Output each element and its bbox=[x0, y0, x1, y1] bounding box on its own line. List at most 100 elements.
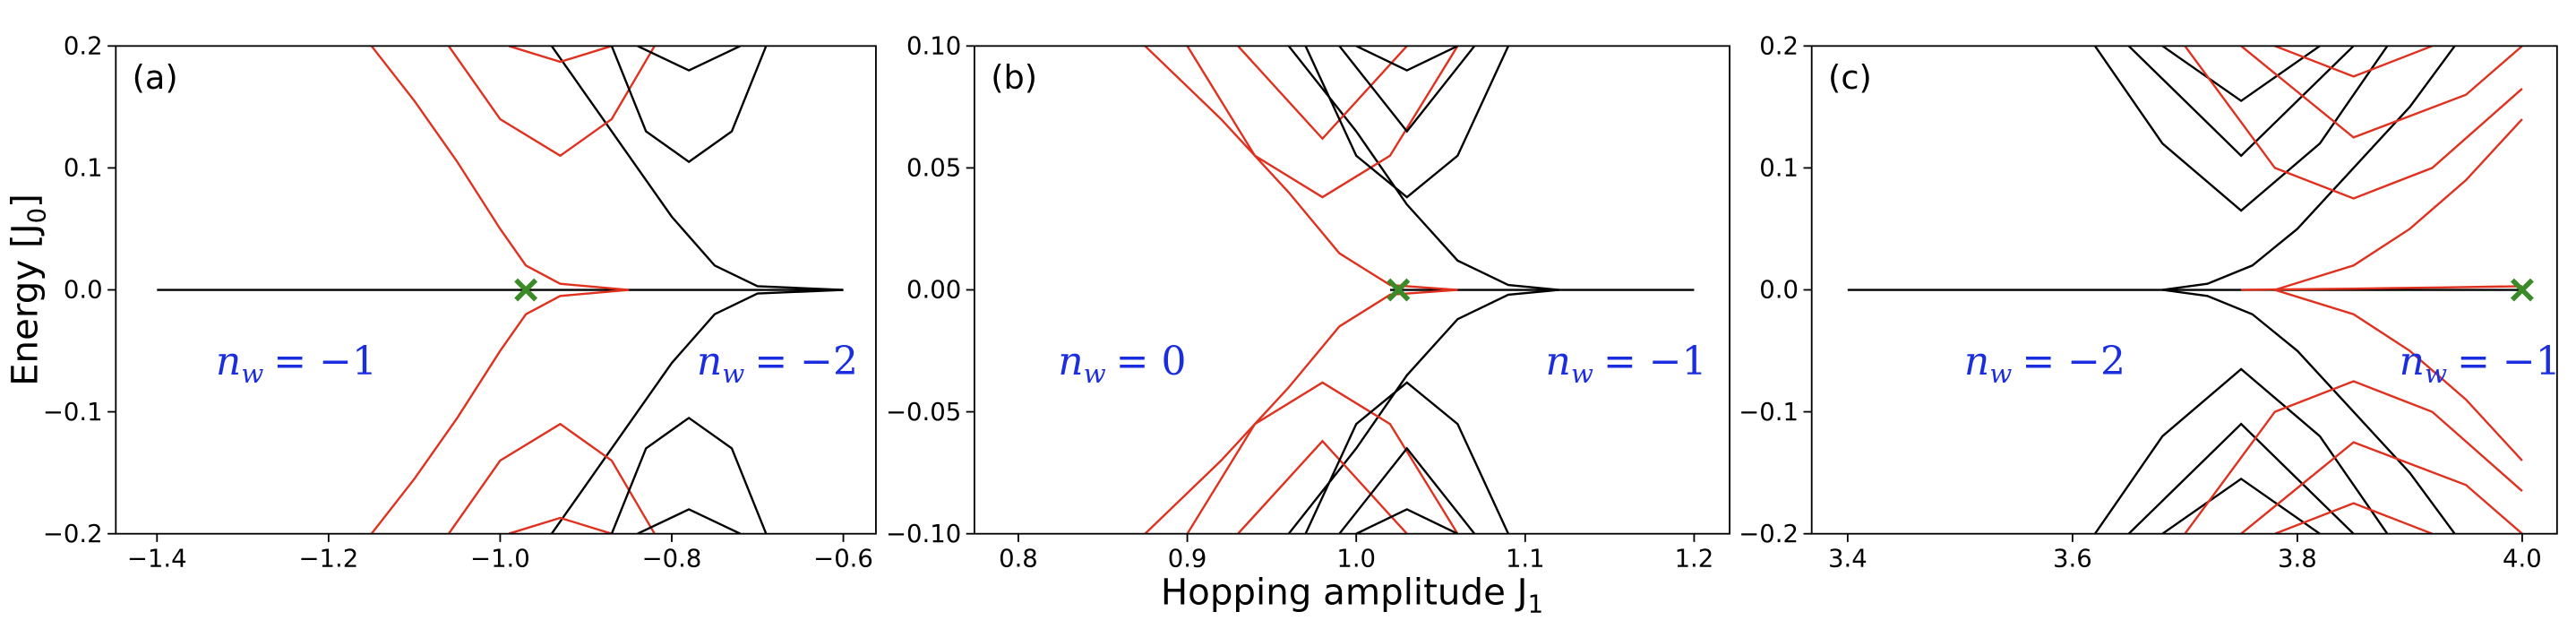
band-curve bbox=[2274, 502, 2433, 534]
band-curve bbox=[1186, 381, 1459, 534]
x-tick-label: 3.4 bbox=[1828, 544, 1868, 573]
label-main: Hopping amplitude J bbox=[1161, 572, 1528, 614]
panel-label: (c) bbox=[1828, 58, 1872, 97]
value: = −1 bbox=[1603, 339, 1707, 384]
x-tick-label: 0.9 bbox=[1168, 544, 1207, 573]
subscript: w bbox=[2425, 358, 2447, 389]
band-curve bbox=[550, 289, 844, 534]
plot-area bbox=[1847, 46, 2523, 534]
y-tick-label: −0.1 bbox=[1739, 398, 1799, 427]
band-curve bbox=[2093, 46, 2389, 212]
x-tick-label: 1.2 bbox=[1675, 544, 1714, 573]
y-tick-label: −0.05 bbox=[886, 398, 961, 427]
symbol: n bbox=[2400, 339, 2425, 384]
band-curve bbox=[1144, 289, 1458, 534]
y-tick-label: 0.1 bbox=[64, 154, 103, 183]
band-curve bbox=[1304, 381, 1510, 534]
plot-area bbox=[157, 46, 844, 534]
band-curve bbox=[2093, 367, 2389, 534]
panel-label: (b) bbox=[991, 58, 1037, 97]
band-curve bbox=[1355, 46, 1458, 72]
winding-number: nw = 0 bbox=[1058, 339, 1186, 389]
critical-point bbox=[1387, 278, 1411, 302]
band-curve bbox=[2161, 477, 2321, 534]
panel-label: (a) bbox=[133, 58, 178, 97]
critical-point bbox=[2510, 278, 2534, 302]
subscript: w bbox=[722, 358, 744, 389]
y-tick-label: −0.10 bbox=[886, 520, 961, 548]
label-sub: 0 bbox=[22, 208, 51, 224]
band-curve bbox=[1237, 439, 1408, 534]
value: = −1 bbox=[273, 339, 377, 384]
value: = 0 bbox=[1116, 339, 1187, 384]
label-main: Energy [J bbox=[4, 223, 46, 386]
symbol: n bbox=[216, 339, 241, 384]
band-curve bbox=[1144, 46, 1458, 291]
band-curve bbox=[2240, 441, 2523, 534]
label-end: ] bbox=[4, 194, 46, 208]
y-tick-label: 0.2 bbox=[64, 31, 103, 60]
x-tick-label: −0.6 bbox=[813, 544, 873, 573]
band-curve bbox=[2162, 46, 2456, 291]
winding-number: nw = −2 bbox=[697, 339, 858, 389]
band-curve bbox=[2274, 46, 2433, 78]
symbol: n bbox=[1964, 339, 1989, 384]
band-curve bbox=[2274, 289, 2523, 461]
y-tick-label: −0.1 bbox=[43, 398, 103, 427]
y-tick-label: 0.10 bbox=[906, 31, 961, 60]
band-curve bbox=[1355, 508, 1458, 534]
band-curve bbox=[1237, 46, 1408, 141]
winding-number: nw = −1 bbox=[216, 339, 377, 389]
y-tick-label: 0.0 bbox=[1759, 276, 1799, 305]
y-tick-label: 0.05 bbox=[906, 154, 961, 183]
band-curve bbox=[1304, 46, 1510, 199]
x-tick-label: 1.0 bbox=[1336, 544, 1376, 573]
band-curve bbox=[2240, 46, 2523, 139]
subscript: w bbox=[1571, 358, 1593, 389]
band-curve bbox=[370, 289, 630, 534]
symbol: n bbox=[697, 339, 722, 384]
subscript: w bbox=[1989, 358, 2012, 389]
band-curve bbox=[370, 46, 630, 291]
band-curve bbox=[447, 46, 656, 158]
winding-number: nw = −1 bbox=[2400, 339, 2561, 389]
x-tick-label: 3.8 bbox=[2278, 544, 2317, 573]
x-tick-label: 1.1 bbox=[1506, 544, 1545, 573]
band-curve bbox=[610, 46, 768, 164]
band-curve bbox=[1287, 289, 1559, 534]
band-curve bbox=[2162, 289, 2456, 534]
y-tick-label: 0.0 bbox=[64, 276, 103, 305]
band-curve bbox=[1186, 46, 1459, 199]
symbol: n bbox=[1546, 339, 1571, 384]
band-curve bbox=[610, 416, 768, 534]
plot-area bbox=[1144, 46, 1695, 534]
y-tick-label: −0.2 bbox=[43, 520, 103, 548]
band-curve bbox=[550, 46, 844, 291]
y-tick-label: 0.00 bbox=[906, 276, 961, 305]
y-tick-label: 0.2 bbox=[1759, 31, 1799, 60]
band-curve bbox=[2274, 118, 2523, 291]
x-tick-label: 0.8 bbox=[999, 544, 1038, 573]
value: = −2 bbox=[754, 339, 858, 384]
winding-number: nw = −1 bbox=[1546, 339, 1707, 389]
band-curve bbox=[2184, 380, 2523, 534]
critical-point bbox=[514, 278, 538, 302]
x-tick-label: 3.6 bbox=[2053, 544, 2092, 573]
y-tick-label: −0.2 bbox=[1739, 520, 1799, 548]
symbol: n bbox=[1058, 339, 1083, 384]
band-curve bbox=[637, 508, 742, 534]
band-curve bbox=[447, 422, 656, 534]
y-tick-label: 0.1 bbox=[1759, 154, 1799, 183]
x-axis-label: Hopping amplitude J1 bbox=[1161, 572, 1543, 619]
band-curve bbox=[508, 46, 613, 64]
value: = −1 bbox=[2457, 339, 2561, 384]
x-tick-label: −0.8 bbox=[642, 544, 702, 573]
band-curve bbox=[2127, 422, 2355, 534]
x-tick-label: −1.4 bbox=[127, 544, 187, 573]
band-curve bbox=[1338, 46, 1476, 134]
x-tick-label: −1.0 bbox=[470, 544, 530, 573]
band-curve bbox=[1287, 46, 1559, 291]
x-tick-label: 4.0 bbox=[2503, 544, 2542, 573]
